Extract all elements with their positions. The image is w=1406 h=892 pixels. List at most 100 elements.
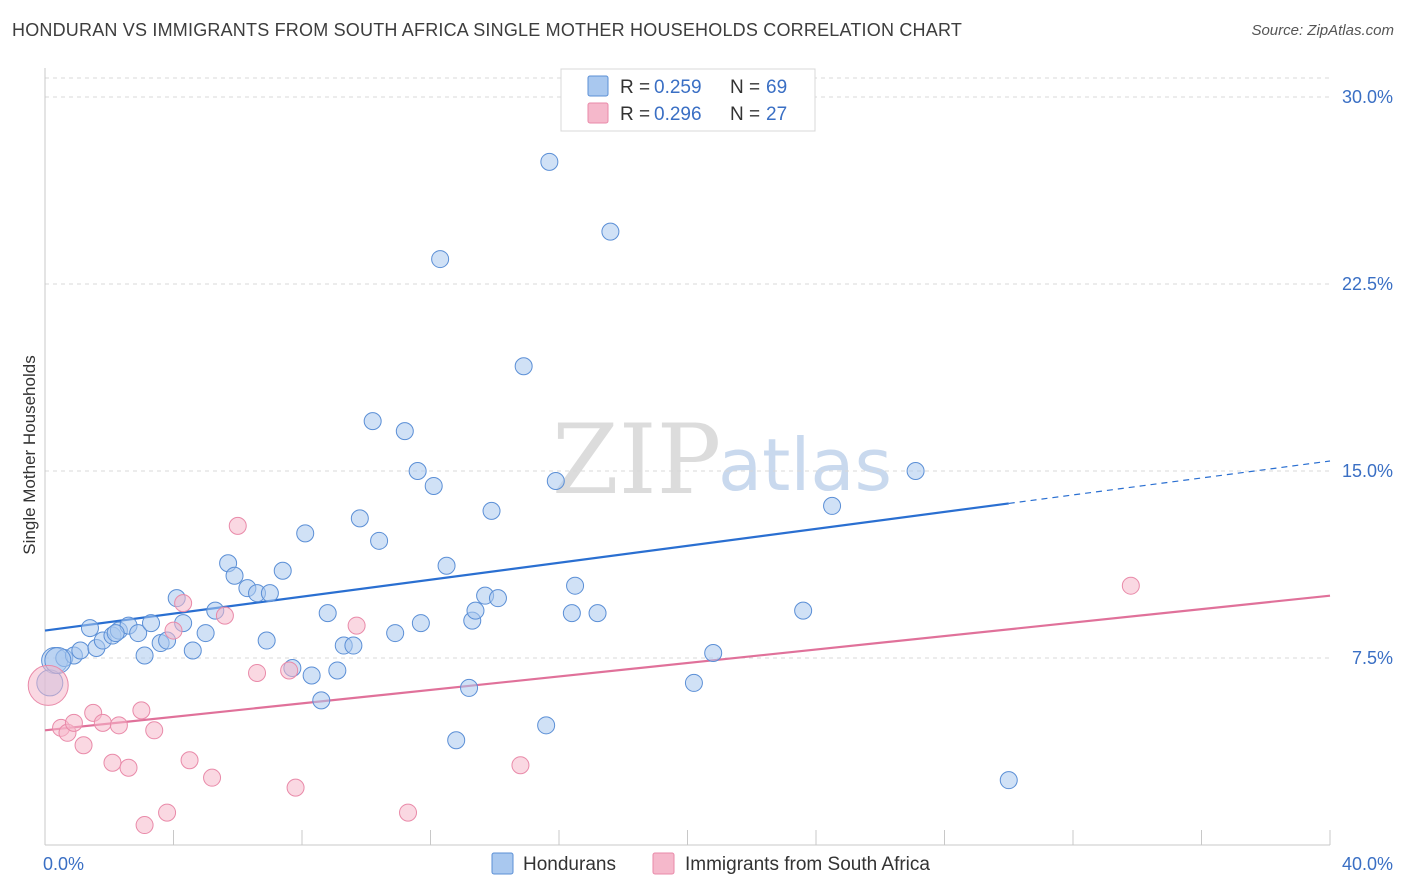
- hondurans-point: [260, 584, 279, 603]
- south-africa-point: [1121, 576, 1140, 595]
- hondurans-point: [540, 152, 559, 171]
- hondurans-point: [794, 601, 813, 620]
- south-africa-point: [280, 661, 299, 680]
- watermark-atlas: atlas: [718, 423, 892, 507]
- stats-legend: R = 0.259 N = 69 R = 0.296 N = 27: [560, 68, 816, 132]
- bottom-legend-swatch-south-africa: [652, 852, 675, 875]
- trend-line-hondurans: [44, 502, 1009, 632]
- hondurans-point: [431, 250, 450, 269]
- hondurans-point: [273, 561, 292, 580]
- bottom-legend-label-south-africa: Immigrants from South Africa: [685, 854, 930, 875]
- legend-r-label-hondurans: R =: [620, 77, 650, 98]
- hondurans-point: [411, 614, 430, 633]
- bottom-legend-swatch-hondurans: [491, 852, 514, 875]
- hondurans-point: [601, 222, 620, 241]
- legend-n-value-south-africa: 27: [766, 104, 787, 125]
- chart-title: HONDURAN VS IMMIGRANTS FROM SOUTH AFRICA…: [12, 20, 963, 40]
- south-africa-point: [64, 713, 83, 732]
- hondurans-point: [437, 556, 456, 575]
- hondurans-point: [537, 716, 556, 735]
- hondurans-point: [196, 624, 215, 643]
- series-legend: Hondurans Immigrants from South Africa: [491, 852, 930, 875]
- hondurans-point: [363, 412, 382, 431]
- hondurans-point: [80, 619, 99, 638]
- y-tick-label-1: 15.0%: [1342, 461, 1393, 481]
- legend-r-value-south-africa: 0.296: [654, 104, 702, 125]
- hondurans-point: [460, 678, 479, 697]
- legend-n-label-hondurans: N =: [730, 77, 760, 98]
- south-africa-point: [93, 713, 112, 732]
- x-tick-labels: 0.0% 40.0%: [43, 854, 1393, 874]
- hondurans-point: [566, 576, 585, 595]
- hondurans-point: [408, 462, 427, 480]
- hondurans-point: [302, 666, 321, 685]
- source-label: Source: ZipAtlas.com: [1251, 22, 1394, 39]
- hondurans-point: [482, 501, 501, 520]
- hondurans-point: [183, 641, 202, 660]
- x-tick-label-1: 40.0%: [1342, 854, 1393, 874]
- hondurans-point: [318, 604, 337, 623]
- south-africa-point: [248, 663, 267, 682]
- hondurans-point: [129, 624, 148, 643]
- y-tick-label-3: 30.0%: [1342, 87, 1393, 107]
- hondurans-point: [328, 661, 347, 680]
- hondurans-point: [704, 644, 723, 663]
- trend-line-hondurans-extension: [1008, 460, 1331, 505]
- watermark-zip: ZIP: [552, 404, 721, 516]
- hondurans-point: [312, 691, 331, 710]
- watermark: ZIP atlas: [552, 404, 892, 516]
- hondurans-point: [106, 624, 125, 643]
- hondurans-point: [344, 636, 363, 655]
- hondurans-point: [447, 731, 466, 750]
- hondurans-point: [546, 471, 565, 490]
- axes: [44, 68, 1331, 846]
- bottom-legend-label-hondurans: Hondurans: [523, 854, 616, 875]
- y-tick-label-0: 7.5%: [1352, 648, 1393, 668]
- hondurans-point: [823, 496, 842, 515]
- hondurans-point: [71, 641, 90, 660]
- hondurans-point: [386, 624, 405, 643]
- hondurans-point: [142, 614, 161, 633]
- hondurans-point: [562, 604, 581, 623]
- south-africa-point: [215, 606, 234, 625]
- south-africa-point: [145, 721, 164, 740]
- south-africa-point: [347, 616, 366, 635]
- south-africa-point: [203, 768, 222, 787]
- south-africa-point: [135, 816, 154, 835]
- legend-n-value-hondurans: 69: [766, 77, 787, 98]
- trend-lines: [44, 460, 1331, 732]
- hondurans-point: [999, 771, 1018, 790]
- hondurans-point: [135, 646, 154, 665]
- south-africa-point: [180, 751, 199, 770]
- south-africa-point: [103, 753, 122, 772]
- legend-swatch-hondurans: [587, 75, 609, 97]
- hondurans-point: [466, 601, 485, 620]
- south-africa-point: [158, 803, 177, 822]
- south-africa-point: [399, 803, 418, 822]
- y-tick-labels: 7.5% 15.0% 22.5% 30.0%: [1342, 87, 1393, 668]
- legend-r-value-hondurans: 0.259: [654, 77, 702, 98]
- hondurans-point: [906, 462, 925, 480]
- y-axis-label: Single Mother Households: [20, 355, 39, 554]
- legend-swatch-south-africa: [587, 102, 609, 124]
- legend-r-label-south-africa: R =: [620, 104, 650, 125]
- south-africa-point: [132, 701, 151, 720]
- hondurans-point: [370, 531, 389, 550]
- hondurans-point: [684, 673, 703, 692]
- south-africa-point: [228, 516, 247, 535]
- south-africa-points: [27, 516, 1140, 835]
- south-africa-point: [174, 594, 193, 613]
- south-africa-point: [511, 756, 530, 775]
- hondurans-point: [588, 604, 607, 623]
- hondurans-point: [350, 509, 369, 528]
- hondurans-point: [225, 566, 244, 585]
- south-africa-point: [74, 736, 93, 755]
- south-africa-point: [27, 664, 69, 706]
- trend-line-south-africa: [44, 594, 1331, 732]
- hondurans-point: [296, 524, 315, 543]
- hondurans-point: [424, 476, 443, 495]
- hondurans-point: [395, 422, 414, 441]
- hondurans-point: [514, 357, 533, 376]
- south-africa-point: [164, 621, 183, 640]
